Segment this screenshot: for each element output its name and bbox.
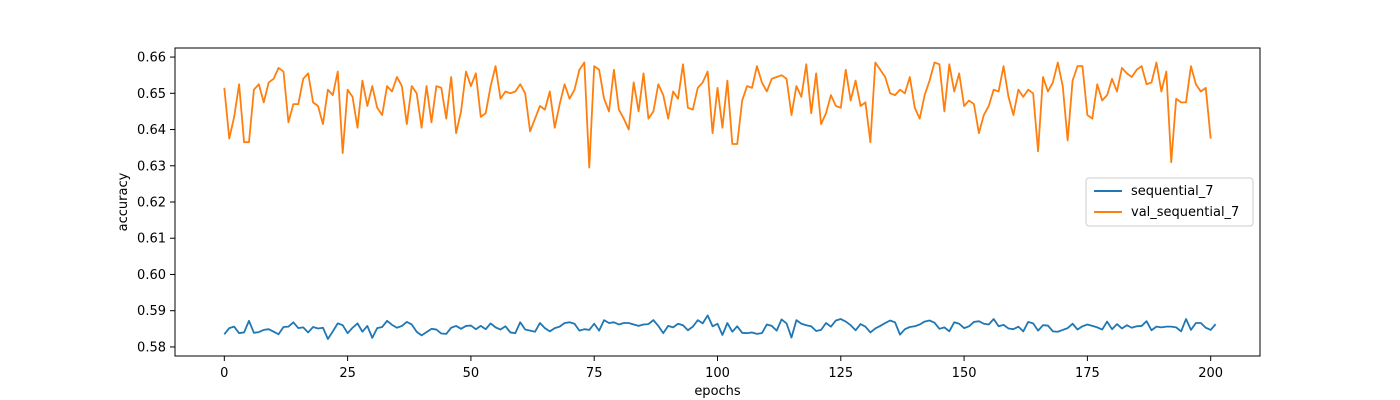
- x-tick-label: 200: [1198, 366, 1223, 381]
- y-tick-label: 0.63: [137, 159, 166, 174]
- x-axis-label: epochs: [694, 384, 741, 399]
- x-tick-label: 75: [586, 366, 603, 381]
- y-tick-label: 0.62: [137, 196, 166, 211]
- series-line-sequential-7: [223, 314, 1217, 340]
- y-tick-label: 0.59: [137, 304, 166, 319]
- x-tick-label: 100: [705, 366, 730, 381]
- plot-frame: [174, 47, 1261, 357]
- y-tick-label: 0.66: [137, 51, 166, 66]
- y-tick-label: 0.64: [137, 123, 166, 138]
- series-line-val-sequential-7: [223, 61, 1212, 169]
- x-tick-label: 125: [828, 366, 853, 381]
- y-axis-ticks: 0.58 0.59 0.60 0.61 0.62 0.63 0.64 0.65 0.66: [137, 51, 175, 355]
- legend-box: [1085, 177, 1254, 227]
- x-tick-label: 0: [220, 366, 228, 381]
- x-tick-label: 150: [952, 366, 977, 381]
- y-tick-label: 0.65: [137, 87, 166, 102]
- x-tick-label: 50: [463, 366, 480, 381]
- x-tick-label: 175: [1075, 366, 1100, 381]
- x-tick-label: 25: [339, 366, 356, 381]
- y-tick-label: 0.58: [137, 340, 166, 355]
- legend: sequential_7 val_sequential_7: [1085, 177, 1254, 227]
- series-layer: [223, 61, 1217, 340]
- y-tick-label: 0.60: [137, 268, 166, 283]
- x-axis-ticks: 0 25 50 75 100 125 150 175 200: [220, 356, 1223, 381]
- y-tick-label: 0.61: [137, 232, 166, 247]
- legend-label-sequential-7: sequential_7: [1131, 184, 1214, 199]
- legend-label-val-sequential-7: val_sequential_7: [1131, 205, 1239, 220]
- y-axis-label: accuracy: [116, 172, 131, 231]
- plot-area: [175, 48, 1260, 356]
